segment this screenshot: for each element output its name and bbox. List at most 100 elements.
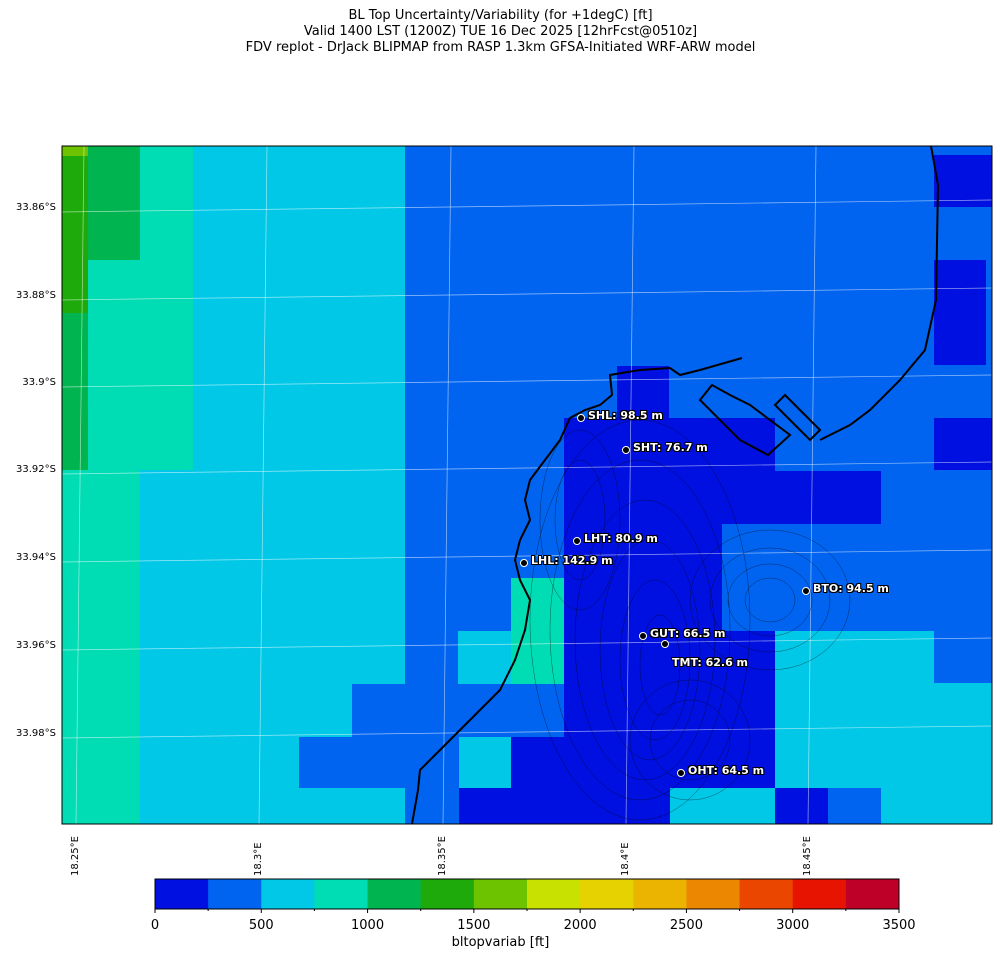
field-cell: [617, 366, 669, 418]
field-cell: [459, 788, 511, 824]
field-cell: [828, 524, 992, 631]
field-cell: [934, 260, 986, 365]
field-cell: [511, 737, 564, 824]
site-label: SHL: 98.5 m: [588, 409, 663, 422]
site-markers: [520, 414, 810, 777]
latitude-gridline: [61, 199, 993, 213]
latitude-gridline: [61, 374, 993, 388]
latitude-label: 33.96°S: [16, 640, 56, 651]
latitude-label: 33.86°S: [16, 202, 56, 213]
value-grid: [62, 146, 992, 824]
field-cell: [934, 631, 992, 683]
field-cell: [934, 418, 992, 470]
latitude-gridline: [61, 725, 993, 739]
colorbar-swatch: [792, 879, 847, 909]
contour-line: [639, 614, 681, 716]
longitude-gridline: [258, 145, 268, 825]
longitude-gridline: [75, 145, 85, 825]
colorbar-swatch: [208, 879, 262, 909]
site-marker: [577, 414, 585, 422]
field-cell: [62, 313, 88, 470]
latitude-gridline: [61, 287, 993, 301]
longitude-gridline: [807, 145, 817, 825]
map-title-line-3: FDV replot - DrJack BLIPMAP from RASP 1.…: [245, 40, 756, 55]
contour-line: [599, 539, 701, 761]
site-marker: [639, 632, 647, 640]
site-label: OHT: 64.5 m: [688, 764, 765, 777]
contour-line: [539, 429, 621, 611]
latitude-gridline: [61, 461, 993, 475]
site-label: GUT: 66.5 m: [650, 627, 726, 640]
terrain-contours: [529, 419, 851, 821]
site-label: LHL: 142.9 m: [531, 554, 613, 567]
longitude-gridline: [625, 145, 635, 825]
colorbar-swatch: [580, 879, 634, 909]
site-marker: [677, 769, 685, 777]
latitude-label: 33.98°S: [16, 728, 56, 739]
colorbar-swatch: [527, 879, 581, 909]
colorbar-tick-label: 3000: [776, 918, 810, 933]
latitude-label: 33.88°S: [16, 290, 56, 301]
contour-line: [549, 459, 731, 801]
contour-line: [709, 547, 831, 653]
colorbar-swatch: [686, 879, 741, 909]
site-marker: [802, 587, 810, 595]
site-label: BTO: 94.5 m: [813, 582, 889, 595]
field-cell: [564, 524, 722, 788]
colorbar-swatch: [739, 879, 794, 909]
field-cell: [934, 155, 992, 207]
latitude-label: 33.94°S: [16, 552, 56, 563]
field-cell: [62, 470, 140, 824]
field-cell: [140, 146, 193, 470]
graticule: [61, 145, 993, 825]
longitude-label: 18.25°E: [70, 836, 81, 876]
map-title-line-1: BL Top Uncertainty/Variability (for +1de…: [348, 8, 653, 23]
colorbar-swatch: [845, 879, 900, 909]
field-cell: [775, 788, 828, 824]
colorbar-swatch: [473, 879, 528, 909]
colorbar-swatch: [367, 879, 422, 909]
field-cell: [722, 418, 775, 524]
map-frame: [61, 145, 993, 825]
contour-line: [629, 679, 751, 801]
site-marker: [520, 559, 528, 567]
contour-line: [554, 459, 606, 581]
colorbar-tick-label: 1500: [457, 918, 491, 933]
colorbar-swatch: [314, 879, 369, 909]
contour-line: [529, 419, 751, 821]
colorbar-swatch: [155, 879, 209, 909]
field-cell: [88, 260, 140, 470]
longitude-label: 18.35°E: [437, 836, 448, 876]
field-cell: [458, 631, 511, 684]
site-marker: [622, 446, 630, 454]
latitude-label: 33.92°S: [16, 464, 56, 475]
longitude-label: 18.45°E: [802, 836, 813, 876]
field-cell: [722, 631, 775, 788]
colorbar-swatch: [633, 879, 687, 909]
contour-line: [744, 577, 796, 623]
longitude-gridline: [442, 145, 452, 825]
field-cell: [62, 146, 88, 156]
latitude-gridline: [61, 637, 993, 651]
site-marker: [573, 537, 581, 545]
longitude-label: 18.3°E: [253, 842, 264, 876]
contour-line: [619, 579, 691, 741]
contour-line: [689, 529, 851, 671]
colorbar-tick-label: 2500: [669, 918, 703, 933]
colorbar-tick-label: 1000: [351, 918, 385, 933]
colorbar-tick-label: 500: [248, 918, 274, 933]
field-cell: [352, 684, 565, 737]
contour-line: [649, 699, 731, 781]
site-label: LHT: 80.9 m: [584, 532, 658, 545]
site-label: SHT: 76.7 m: [633, 441, 708, 454]
field-cell: [775, 471, 881, 524]
field-cell: [564, 418, 722, 524]
field-cell: [828, 788, 881, 824]
colorbar-tick-label: 3500: [882, 918, 916, 933]
field-cell: [511, 578, 564, 684]
field-cell: [352, 788, 405, 824]
coastline: [411, 145, 940, 825]
map-title-line-2: Valid 1400 LST (1200Z) TUE 16 Dec 2025 […: [303, 24, 698, 39]
longitude-label: 18.4°E: [620, 842, 631, 876]
